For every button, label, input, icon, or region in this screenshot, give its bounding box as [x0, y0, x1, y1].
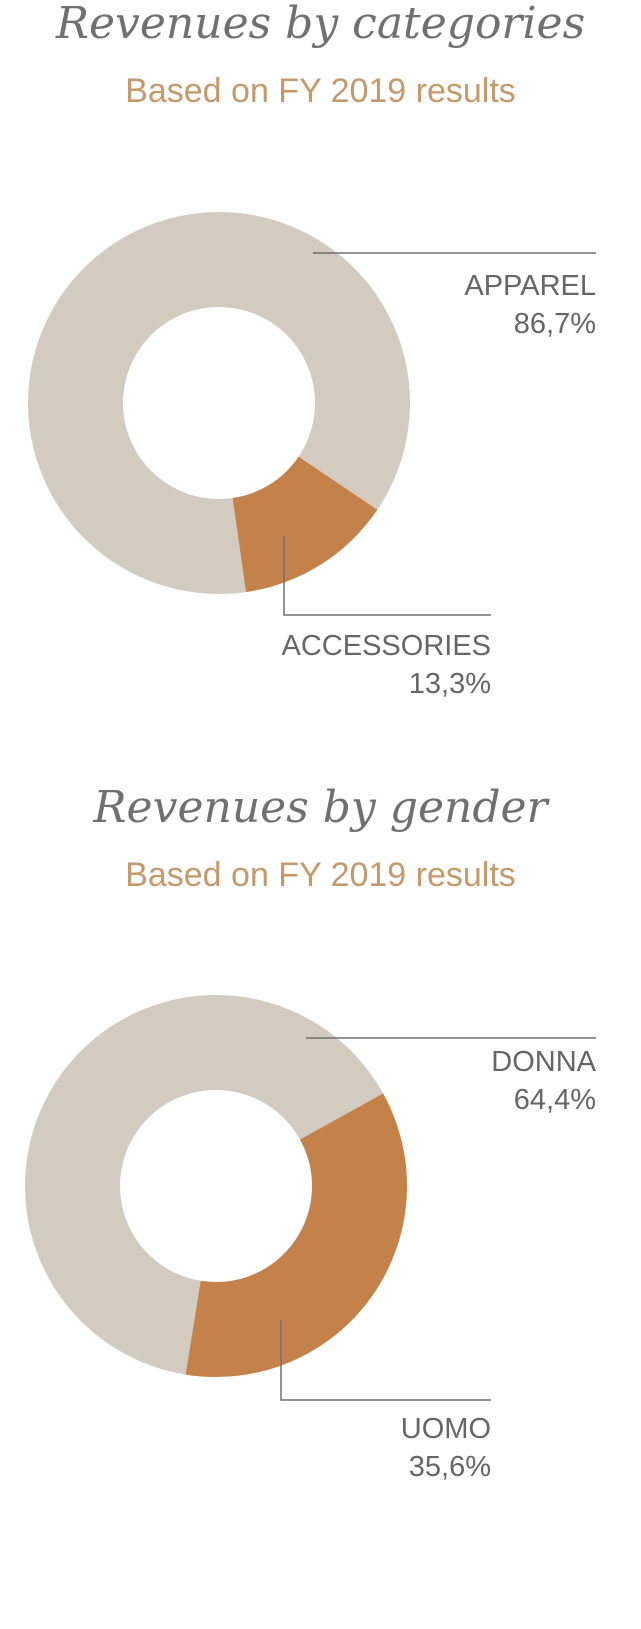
chart2-label-uomo-name: UOMO: [400, 1413, 491, 1445]
chart2-label-uomo-value: 35,6%: [408, 1450, 491, 1483]
chart1-label-accessories-name: ACCESSORIES: [281, 630, 492, 662]
chart1-label-accessories-value: 13,3%: [408, 667, 491, 700]
chart2-title: Revenues by gender: [93, 782, 548, 833]
chart1-subtitle: Based on FY 2019 results: [125, 72, 516, 110]
chart2-subtitle: Based on FY 2019 results: [125, 856, 516, 894]
chart1-label-apparel-name: APPAREL: [464, 270, 596, 302]
chart2-label-donna-value: 64,4%: [513, 1083, 596, 1116]
chart2-label-uomo: UOMO 35,6%: [401, 1411, 491, 1486]
chart1-leader-accessories: [283, 536, 491, 616]
chart1-title: Revenues by categories: [55, 0, 586, 49]
chart1-label-apparel: APPAREL 86,7%: [464, 268, 596, 343]
chart2-slice-uomo: [185, 1093, 407, 1378]
chart1-label-apparel-value: 86,7%: [513, 307, 596, 340]
chart2-slice-donna: [24, 995, 384, 1375]
chart1-slice-accessories: [232, 456, 378, 593]
chart2-label-donna-name: DONNA: [491, 1046, 596, 1078]
chart1-slice-apparel: [28, 211, 411, 594]
chart2-label-donna: DONNA 64,4%: [491, 1044, 596, 1119]
chart1-donut: [28, 211, 596, 616]
chart1-label-accessories: ACCESSORIES 13,3%: [282, 628, 492, 703]
chart2-leader-uomo: [280, 1320, 491, 1401]
